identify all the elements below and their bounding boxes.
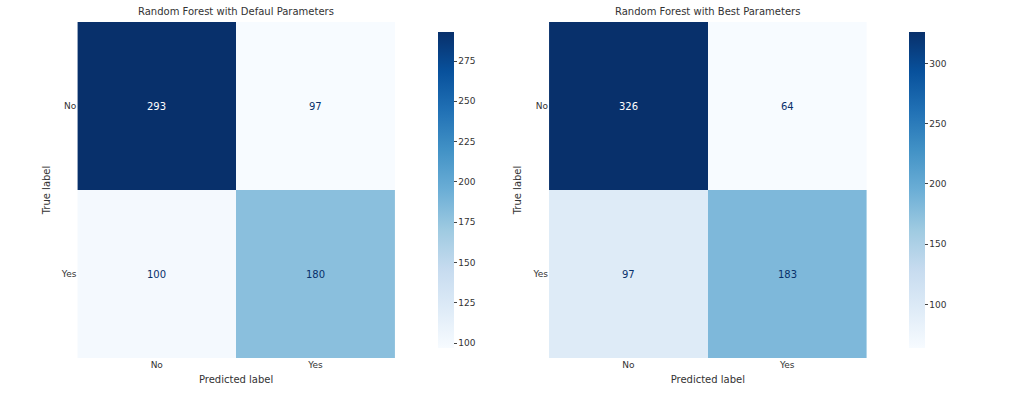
svg-text:225: 225 [458,137,475,147]
svg-text:180: 180 [306,269,325,280]
svg-text:No: No [536,101,549,111]
svg-text:183: 183 [778,269,797,280]
svg-text:150: 150 [929,239,946,249]
svg-text:Yes: Yes [307,360,323,370]
svg-text:Yes: Yes [532,269,548,279]
svg-text:100: 100 [458,338,475,348]
svg-text:Predicted label: Predicted label [671,374,745,385]
svg-text:200: 200 [458,177,475,187]
svg-text:125: 125 [458,298,475,308]
svg-text:No: No [64,101,77,111]
svg-text:Yes: Yes [779,360,795,370]
svg-text:Predicted label: Predicted label [199,374,273,385]
svg-text:No: No [622,360,635,370]
svg-text:200: 200 [929,179,946,189]
svg-text:97: 97 [622,269,635,280]
svg-text:250: 250 [458,96,475,106]
svg-text:Random Forest with Best Parame: Random Forest with Best Parameters [615,6,800,17]
svg-text:64: 64 [781,101,794,112]
svg-text:250: 250 [929,119,946,129]
svg-text:275: 275 [458,56,475,66]
svg-text:Yes: Yes [61,269,77,279]
svg-text:True label: True label [41,166,52,216]
svg-text:Random Forest with Defaul Para: Random Forest with Defaul Parameters [138,6,334,17]
svg-text:175: 175 [458,217,475,227]
svg-text:150: 150 [458,258,475,268]
svg-text:293: 293 [147,101,166,112]
svg-text:100: 100 [929,300,946,310]
svg-text:300: 300 [929,59,946,69]
svg-text:97: 97 [309,101,322,112]
svg-text:No: No [151,360,164,370]
svg-text:100: 100 [147,269,166,280]
svg-text:326: 326 [619,101,638,112]
svg-text:True label: True label [512,166,523,216]
